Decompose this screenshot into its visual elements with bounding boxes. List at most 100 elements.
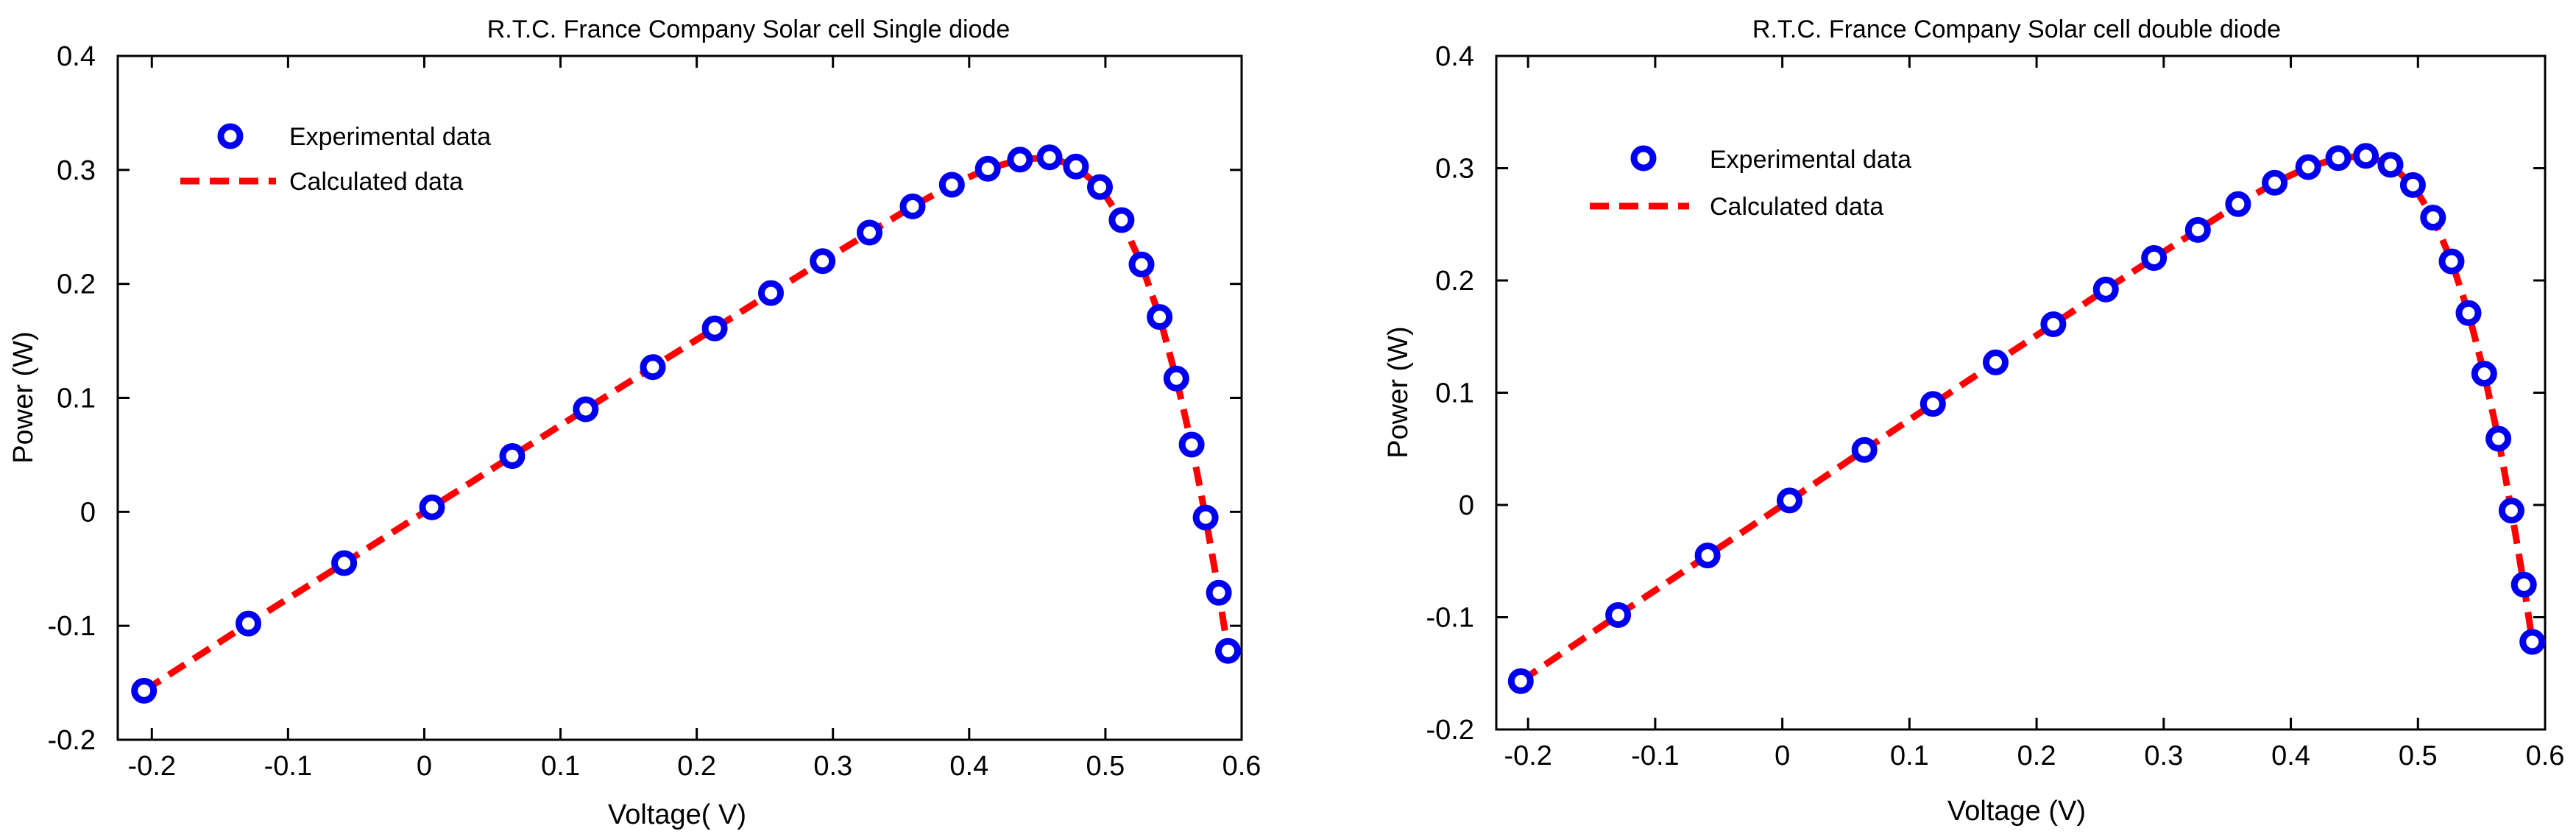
experimental-data-point (131, 677, 158, 704)
x-tick-label: 0.6 (1222, 751, 1262, 782)
x-tick-label: 0.1 (541, 751, 580, 782)
experimental-data-point (1147, 304, 1173, 331)
experimental-data-point (573, 396, 599, 423)
experimental-data-point (1983, 349, 2009, 375)
experimental-series (1507, 143, 2546, 694)
experimental-data-point (2420, 205, 2446, 231)
experimental-data-point (640, 354, 666, 381)
experimental-data-point (1215, 637, 1241, 664)
experimental-data-point (2485, 425, 2512, 452)
x-tick-label: 0.4 (949, 751, 988, 782)
experimental-data-point (1605, 602, 1632, 628)
x-tick-label: 0 (417, 751, 432, 782)
y-tick-label: 0.1 (57, 384, 96, 414)
experimental-data-point (938, 172, 965, 198)
experimental-data-point (1036, 144, 1063, 171)
experimental-data-point (499, 443, 526, 469)
experimental-data-point (2455, 300, 2482, 326)
experimental-data-point (1206, 579, 1232, 606)
y-tick-label: 0.1 (1435, 378, 1474, 409)
experimental-data-point (2092, 276, 2119, 303)
experimental-data-point (2141, 245, 2168, 271)
experimental-data-point (810, 248, 836, 275)
experimental-data-point (1128, 251, 1155, 278)
x-tick-label: 0.5 (2399, 741, 2438, 771)
y-tick-label: -0.1 (1426, 603, 1474, 634)
experimental-data-point (2040, 311, 2067, 337)
chart-title: R.T.C. France Company Solar cell double … (1752, 15, 2281, 43)
legend: Experimental data Calculated data (1590, 145, 1911, 221)
experimental-data-point (419, 494, 445, 520)
legend-marker-experimental (1630, 145, 1657, 172)
legend-label-experimental: Experimental data (289, 123, 491, 151)
y-tick-label: -0.1 (48, 611, 96, 642)
y-tick-label: 0.2 (57, 269, 96, 300)
experimental-data-point (2438, 248, 2465, 275)
experimental-data-point (2399, 172, 2426, 198)
experimental-data-point (331, 550, 358, 576)
experimental-data-point (2471, 361, 2497, 387)
experimental-data-point (2225, 191, 2251, 217)
experimental-data-point (2519, 629, 2546, 655)
experimental-data-point (1007, 146, 1033, 173)
x-axis-label: Voltage( V) (608, 799, 746, 830)
x-tick-label: 0.2 (2017, 741, 2056, 771)
experimental-data-point (1777, 487, 1802, 514)
experimental-data-point (701, 315, 728, 342)
legend-marker-experimental (217, 123, 244, 149)
experimental-data-point (1178, 431, 1205, 458)
y-tick-label: 0.2 (1435, 266, 1474, 297)
y-axis-label: Power (W) (1383, 326, 1414, 458)
x-tick-label: -0.2 (128, 751, 176, 782)
experimental-data-point (1694, 543, 1721, 569)
x-tick-label: 0.4 (2271, 741, 2310, 771)
experimental-data-point (758, 280, 784, 306)
legend-label-experimental: Experimental data (1710, 146, 1911, 174)
experimental-data-point (1087, 174, 1113, 200)
experimental-data-point (2262, 169, 2288, 196)
x-tick-label: -0.2 (1504, 741, 1551, 771)
experimental-data-point (857, 219, 882, 246)
experimental-data-point (1163, 365, 1189, 392)
experimental-data-point (2325, 145, 2352, 172)
x-tick-label: -0.1 (1631, 741, 1679, 771)
single-diode-chart: R.T.C. France Company Solar cell Single … (8, 15, 1261, 830)
experimental-series (131, 144, 1241, 704)
experimental-data-point (1063, 153, 1089, 180)
experimental-data-point (2498, 498, 2524, 524)
x-tick-label: 0.3 (2144, 741, 2183, 771)
axis-ticks: -0.2 -0.1 0 0.1 0.2 0.3 0.4 0.5 0.6 -0.2 -0.1 0 0.1 0… (48, 41, 1262, 782)
x-tick-label: 0.2 (677, 751, 716, 782)
legend: Experimental data Calculated data (180, 123, 491, 196)
experimental-data-point (236, 610, 261, 637)
y-axis-label: Power (W) (8, 331, 39, 463)
experimental-data-point (1108, 207, 1135, 233)
x-tick-label: 0.5 (1086, 751, 1125, 782)
legend-label-calculated: Calculated data (1710, 193, 1883, 221)
y-tick-label: 0.3 (1435, 154, 1474, 185)
x-tick-label: 0.6 (2526, 741, 2565, 771)
experimental-data-point (1507, 668, 1534, 694)
x-axis-label: Voltage (V) (1947, 796, 2086, 827)
plot-area (116, 54, 1243, 741)
experimental-data-point (2377, 152, 2404, 178)
x-tick-label: 0.3 (813, 751, 852, 782)
y-tick-label: 0.4 (1435, 41, 1474, 72)
experimental-data-point (1919, 391, 1946, 417)
x-tick-label: -0.1 (264, 751, 312, 782)
experimental-data-point (2184, 216, 2211, 243)
experimental-data-point (1192, 504, 1219, 531)
y-tick-label: -0.2 (48, 725, 96, 756)
experimental-data-point (974, 155, 1001, 182)
x-tick-label: 0 (1774, 741, 1790, 771)
plot-area (1495, 54, 2547, 731)
y-tick-label: 0 (1459, 490, 1474, 521)
y-tick-label: 0.4 (57, 41, 96, 72)
y-tick-label: 0.3 (57, 155, 96, 186)
chart-title: R.T.C. France Company Solar cell Single … (487, 15, 1011, 43)
experimental-data-point (1851, 437, 1878, 463)
experimental-data-point (2295, 154, 2321, 180)
legend-label-calculated: Calculated data (289, 168, 463, 196)
experimental-data-point (2353, 143, 2379, 169)
